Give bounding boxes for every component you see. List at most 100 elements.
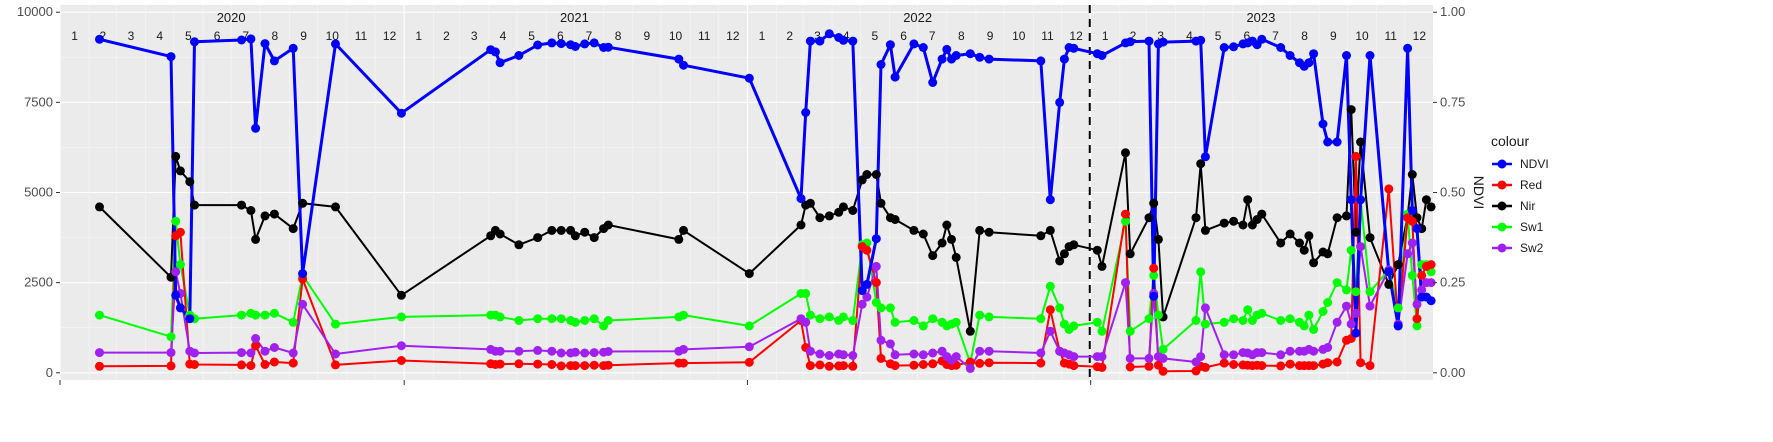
month-label: 12 xyxy=(1069,29,1083,43)
data-point-sw1 xyxy=(570,317,580,327)
month-label: 5 xyxy=(185,29,192,43)
data-point-red xyxy=(556,361,566,371)
month-label: 4 xyxy=(500,29,507,43)
data-point-red xyxy=(1125,362,1135,372)
data-point-nir xyxy=(533,233,543,243)
data-point-ndvi xyxy=(1351,328,1361,338)
data-point-red xyxy=(1219,358,1229,368)
data-point-sw1 xyxy=(890,317,900,327)
data-point-red xyxy=(876,353,886,363)
year-label: 2022 xyxy=(903,10,932,25)
data-point-nir xyxy=(1276,238,1286,248)
data-point-sw1 xyxy=(1318,307,1328,316)
data-point-red xyxy=(1407,216,1417,226)
month-label: 1 xyxy=(1102,29,1109,43)
data-point-ndvi xyxy=(171,290,181,300)
data-point-sw2 xyxy=(918,350,928,360)
data-point-ndvi xyxy=(190,37,199,47)
data-point-sw1 xyxy=(580,316,590,325)
data-point-sw2 xyxy=(95,348,104,358)
data-point-red xyxy=(862,245,872,255)
data-point-sw2 xyxy=(805,346,815,356)
data-point-sw1 xyxy=(1412,321,1422,331)
data-point-nir xyxy=(175,166,185,176)
data-point-ndvi xyxy=(848,36,858,46)
data-point-ndvi xyxy=(1342,51,1351,60)
data-point-sw2 xyxy=(885,339,895,349)
month-label: 9 xyxy=(987,29,994,43)
data-point-sw2 xyxy=(533,345,543,355)
data-point-ndvi xyxy=(928,78,938,87)
data-point-sw2 xyxy=(857,299,867,309)
year-label: 2023 xyxy=(1246,10,1275,25)
data-point-red xyxy=(1365,361,1375,371)
data-point-nir xyxy=(871,170,881,179)
data-point-ndvi xyxy=(1346,195,1356,205)
month-label: 11 xyxy=(1384,29,1397,43)
data-point-sw2 xyxy=(1121,278,1130,288)
data-point-nir xyxy=(190,200,199,210)
data-point-red xyxy=(965,357,975,367)
data-point-red xyxy=(237,360,246,370)
data-point-nir xyxy=(1036,231,1046,241)
data-point-nir xyxy=(1323,249,1333,259)
data-point-sw1 xyxy=(885,303,895,313)
data-point-sw1 xyxy=(928,314,938,324)
data-point-nir xyxy=(1356,137,1366,147)
y-right-tick-label: 0.50 xyxy=(1440,185,1465,200)
data-point-nir xyxy=(331,202,340,212)
data-point-ndvi xyxy=(1219,43,1229,52)
data-point-red xyxy=(1257,361,1267,371)
data-point-sw1 xyxy=(1285,314,1295,324)
data-point-sw2 xyxy=(1285,346,1295,356)
data-point-sw2 xyxy=(171,267,181,277)
data-point-sw2 xyxy=(298,299,308,309)
data-point-sw1 xyxy=(1153,310,1163,320)
data-point-sw2 xyxy=(1069,352,1079,362)
data-point-nir xyxy=(815,213,825,223)
month-label: 7 xyxy=(929,29,936,43)
data-point-red xyxy=(580,361,590,371)
data-point-ndvi xyxy=(1045,195,1055,205)
data-point-red xyxy=(848,361,858,371)
data-point-nir xyxy=(580,227,590,237)
data-point-sw1 xyxy=(251,310,261,320)
data-point-ndvi xyxy=(1149,291,1159,301)
y-right-tick-label: 1.00 xyxy=(1440,4,1465,19)
month-label: 6 xyxy=(900,29,907,43)
data-point-sw2 xyxy=(1045,326,1055,336)
data-point-nir xyxy=(251,234,261,244)
data-point-sw2 xyxy=(1036,348,1046,358)
data-point-sw1 xyxy=(815,314,825,324)
month-label: 5 xyxy=(872,29,879,43)
data-point-nir xyxy=(1365,233,1375,243)
month-label: 9 xyxy=(1330,29,1337,43)
data-point-nir xyxy=(805,198,815,208)
data-point-nir xyxy=(848,206,858,215)
data-point-sw2 xyxy=(1407,238,1417,248)
data-point-sw1 xyxy=(288,317,298,327)
data-point-nir xyxy=(942,220,952,230)
data-point-red xyxy=(495,359,505,369)
data-point-nir xyxy=(928,251,938,261)
data-point-ndvi xyxy=(909,39,919,49)
data-point-red xyxy=(909,360,919,370)
data-point-sw1 xyxy=(1149,270,1159,280)
data-point-sw1 xyxy=(1196,267,1206,277)
data-point-sw1 xyxy=(1393,303,1403,313)
data-point-ndvi xyxy=(570,42,580,51)
data-point-nir xyxy=(975,225,985,235)
data-point-nir xyxy=(1219,218,1229,228)
data-point-sw1 xyxy=(1346,245,1356,255)
data-point-sw1 xyxy=(1238,316,1248,325)
data-point-sw2 xyxy=(984,346,994,356)
data-point-sw2 xyxy=(269,343,279,352)
data-point-red xyxy=(838,361,848,371)
data-point-sw2 xyxy=(1365,301,1375,311)
data-point-sw1 xyxy=(589,314,599,324)
data-point-nir xyxy=(1238,220,1248,230)
data-point-red xyxy=(547,360,557,369)
y-axis-right-title: NDVI xyxy=(1471,176,1487,209)
data-point-nir xyxy=(1144,213,1154,223)
legend-key-point-ndvi xyxy=(1497,159,1507,169)
